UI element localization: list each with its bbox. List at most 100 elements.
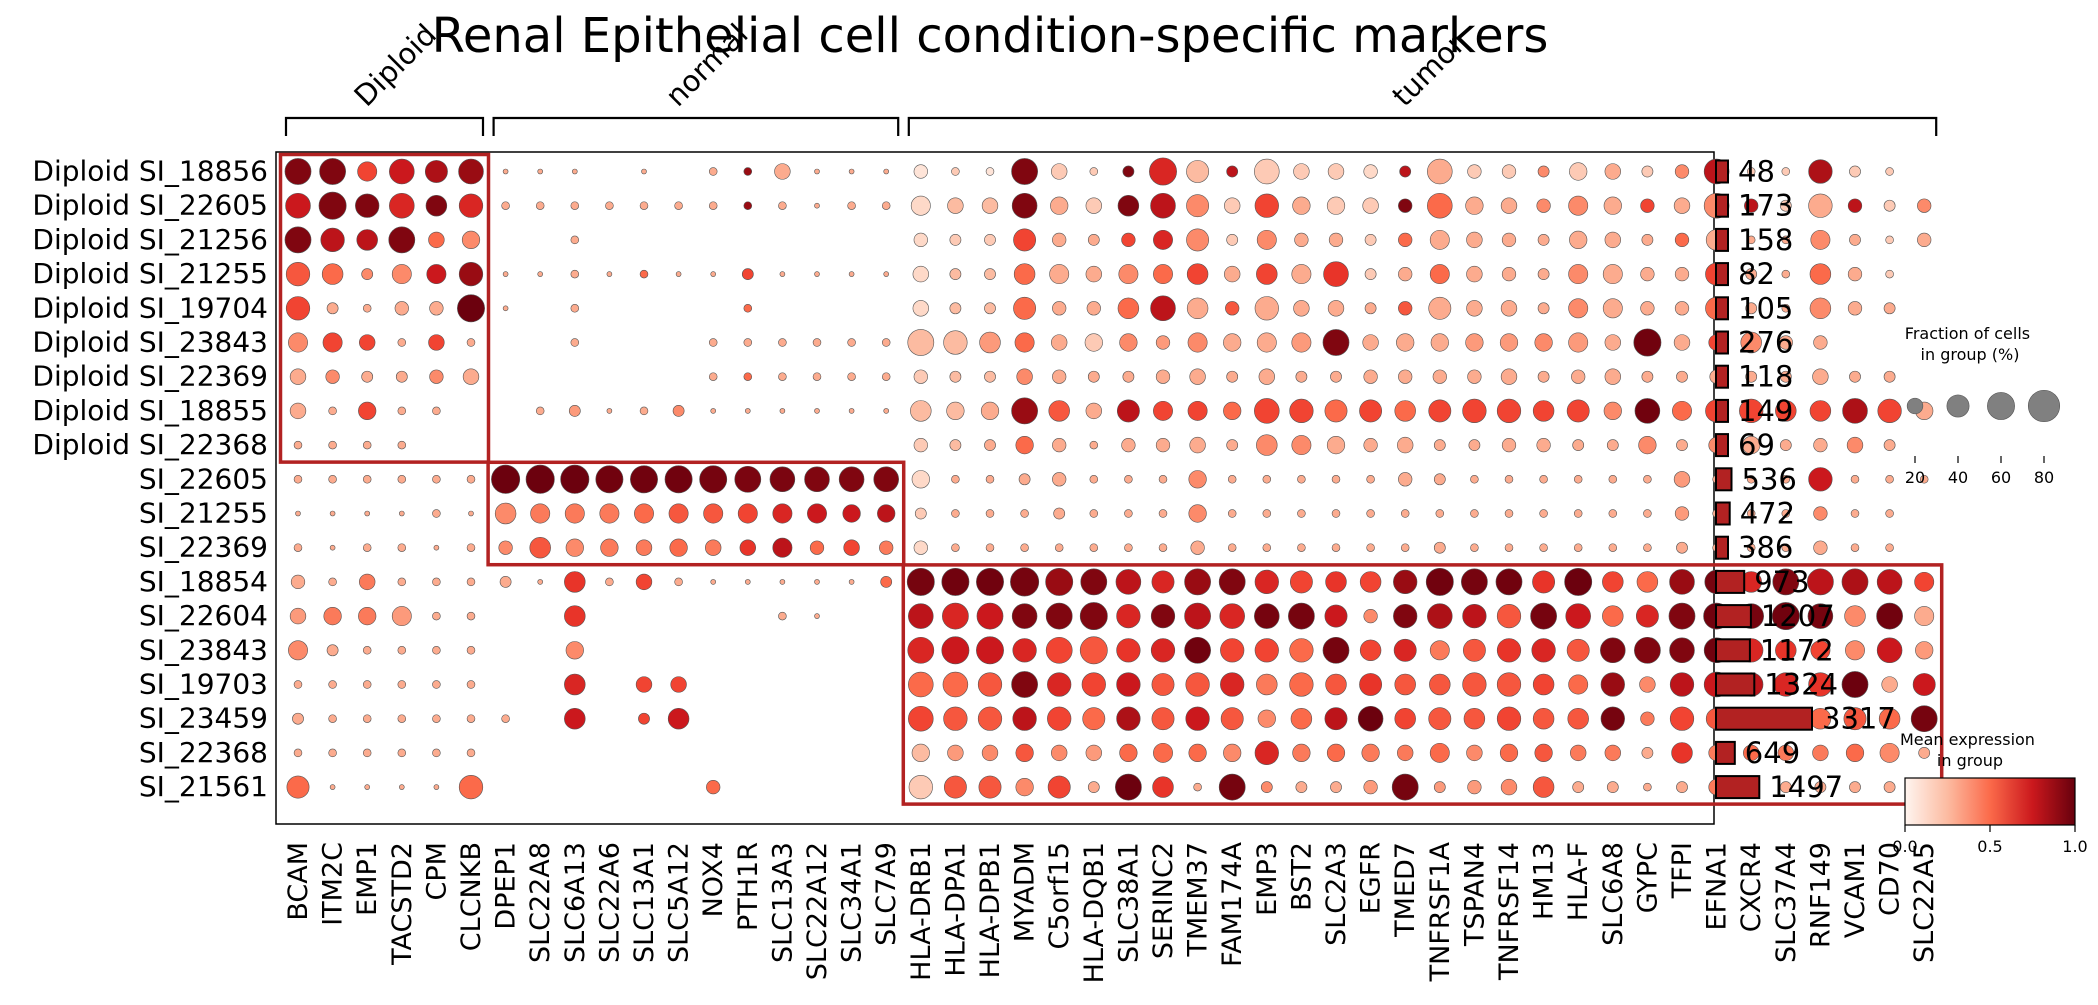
dot — [910, 195, 931, 216]
dot — [328, 748, 337, 758]
dot — [1534, 743, 1553, 763]
dot — [1015, 743, 1034, 763]
dot — [980, 401, 1000, 421]
dot — [814, 408, 820, 414]
dot — [362, 304, 372, 313]
dot — [1742, 436, 1761, 455]
dot — [1366, 543, 1375, 552]
dot — [1604, 334, 1621, 351]
size-legend-dot — [1987, 392, 2015, 420]
dot — [1226, 165, 1239, 178]
count-label: 173 — [1738, 189, 1793, 223]
dot — [1496, 398, 1522, 424]
dot — [779, 408, 786, 414]
dot — [1397, 744, 1414, 762]
dot — [1254, 638, 1279, 663]
dot — [1608, 475, 1618, 484]
dot — [1189, 368, 1206, 385]
dot — [466, 577, 476, 587]
dot — [1257, 709, 1276, 728]
dot — [1089, 475, 1099, 484]
count-bar — [1715, 467, 1733, 492]
dot — [843, 539, 860, 556]
dot — [639, 201, 649, 210]
dot — [1188, 504, 1207, 523]
dot — [1849, 234, 1861, 246]
dot — [1290, 707, 1313, 730]
dot — [1226, 370, 1239, 383]
dot — [1012, 638, 1037, 663]
dot — [1052, 232, 1067, 248]
dot — [1573, 509, 1583, 518]
dot — [984, 370, 996, 383]
dot — [1394, 673, 1416, 696]
dot — [1676, 541, 1688, 554]
dot — [1810, 229, 1831, 250]
dot — [708, 201, 718, 210]
dot — [1641, 747, 1654, 759]
dot — [1813, 540, 1828, 555]
dot — [1844, 605, 1866, 627]
size-legend-label: 80 — [2034, 468, 2054, 487]
size-legend-dot — [1946, 394, 1970, 418]
dot — [1603, 401, 1622, 421]
dot — [1184, 636, 1211, 664]
dot — [947, 744, 964, 762]
count-label: 69 — [1738, 428, 1775, 462]
dot — [491, 464, 521, 494]
count-label: 649 — [1745, 736, 1800, 770]
dot — [606, 271, 613, 277]
dot — [1676, 781, 1688, 793]
dot — [669, 538, 688, 557]
column-label: C5orf15 — [1044, 842, 1075, 950]
dot — [814, 613, 820, 619]
dot — [1462, 603, 1487, 629]
dot — [1262, 509, 1272, 518]
dot — [1045, 636, 1073, 664]
colorbar-tick-label: 0.5 — [1977, 837, 2002, 856]
dot — [1572, 781, 1585, 793]
dot — [1746, 475, 1756, 484]
dot — [1746, 235, 1756, 245]
dot — [1808, 672, 1833, 697]
dot — [1186, 160, 1210, 183]
dot — [1428, 707, 1452, 731]
column-label: SERINC2 — [1148, 842, 1179, 959]
dot — [362, 714, 372, 723]
column-label: EFNA1 — [1702, 842, 1733, 930]
dot — [361, 268, 374, 280]
dot — [289, 402, 307, 420]
dot — [1223, 401, 1242, 421]
column-label: SLC37A4 — [1771, 842, 1802, 963]
dot — [1847, 266, 1863, 282]
column-label: TNFRSF1A — [1425, 841, 1456, 982]
dot — [295, 510, 301, 517]
dot — [1746, 509, 1756, 518]
dot — [708, 167, 718, 176]
count-label: 149 — [1738, 394, 1793, 428]
dot — [1363, 164, 1378, 179]
dot — [1325, 673, 1347, 696]
dot — [1435, 509, 1445, 518]
dot — [1363, 779, 1378, 795]
dot — [879, 540, 894, 555]
dot — [1777, 744, 1794, 762]
column-label: SLC22A12 — [802, 842, 833, 980]
dot — [1089, 543, 1099, 552]
count-label: 1207 — [1761, 599, 1835, 633]
dot — [326, 644, 339, 657]
dot — [1295, 781, 1308, 793]
dot — [708, 338, 718, 347]
dot — [461, 230, 481, 249]
dot — [1428, 296, 1452, 320]
dot — [1773, 672, 1798, 697]
dot — [564, 707, 586, 730]
dot — [778, 372, 787, 381]
dot — [292, 712, 304, 725]
dot — [1117, 297, 1140, 320]
dot — [1289, 638, 1314, 663]
dot — [976, 567, 1004, 596]
dot — [1220, 672, 1245, 697]
dot — [1739, 398, 1764, 424]
